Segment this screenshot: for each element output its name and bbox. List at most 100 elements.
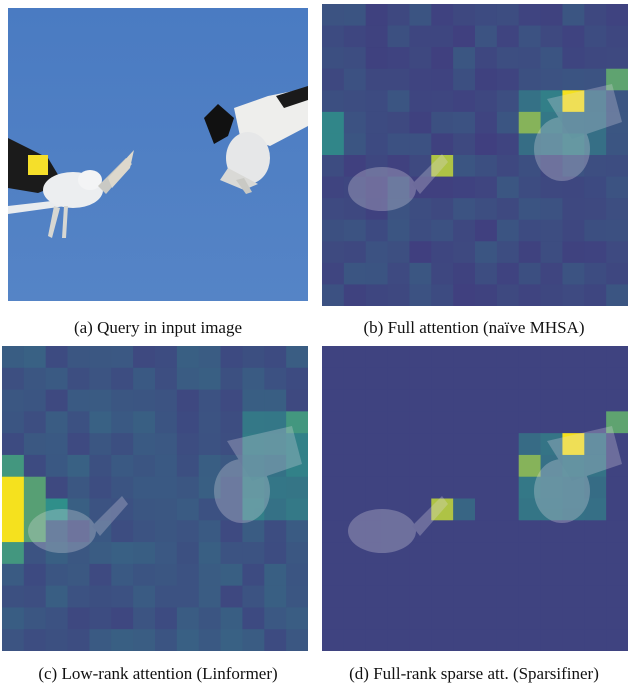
heatmap-cell xyxy=(322,433,345,456)
heatmap-cell xyxy=(475,476,498,500)
heatmap-cell xyxy=(584,498,607,521)
heatmap-cell xyxy=(89,346,112,369)
heatmap-cell xyxy=(365,585,389,609)
heatmap-cell xyxy=(23,389,47,412)
heatmap-cell xyxy=(111,454,134,478)
heatmap-cell xyxy=(343,262,367,286)
heatmap-cell xyxy=(387,389,411,412)
heatmap-cell xyxy=(453,367,476,391)
heatmap-cell xyxy=(475,4,498,27)
heatmap-cell xyxy=(409,68,432,91)
heatmap-cell xyxy=(584,4,607,27)
heatmap-cell xyxy=(496,241,520,264)
heatmap-cell xyxy=(23,498,47,521)
heatmap-cell xyxy=(322,176,345,199)
heatmap-cell xyxy=(67,629,91,651)
heatmap-cell xyxy=(322,47,345,70)
heatmap-cell xyxy=(518,241,542,264)
heatmap-cell xyxy=(45,367,69,391)
heatmap-cell xyxy=(409,241,432,264)
heatmap-cell xyxy=(496,346,520,369)
bird-overlay xyxy=(348,426,622,553)
heatmap-cell xyxy=(322,498,345,521)
heatmap-cell xyxy=(540,607,564,630)
heatmap-cell xyxy=(562,563,585,587)
heatmap-cell xyxy=(453,498,476,521)
heatmap-cell xyxy=(89,476,112,500)
heatmap-cell xyxy=(387,47,411,70)
heatmap-cell xyxy=(562,607,585,630)
heatmap-cell xyxy=(540,133,564,156)
heatmap-cell xyxy=(343,498,367,521)
heatmap-cell xyxy=(220,389,244,412)
heatmap-cell xyxy=(45,389,69,412)
heatmap-cell xyxy=(606,454,628,478)
heatmap-cell xyxy=(496,155,520,178)
heatmap-cell xyxy=(496,25,520,48)
heatmap-cell xyxy=(431,111,454,135)
heatmap-cell xyxy=(365,607,389,630)
heatmap-cell xyxy=(540,219,564,242)
heatmap-cell xyxy=(409,389,432,412)
heatmap-cell xyxy=(365,367,389,391)
heatmap-cell xyxy=(365,241,389,264)
heatmap-cell xyxy=(264,520,287,543)
bird-right xyxy=(204,86,308,194)
heatmap-cell xyxy=(409,219,432,242)
heatmap-cell xyxy=(475,607,498,630)
heatmap-cell xyxy=(540,90,564,113)
heatmap-cell xyxy=(2,433,25,456)
heatmap-cell xyxy=(606,241,628,264)
heatmap-cell xyxy=(155,346,178,369)
heatmap-cell xyxy=(562,542,585,565)
heatmap-cell xyxy=(431,585,454,609)
heatmap-cell xyxy=(111,367,134,391)
heatmap-cell xyxy=(562,219,585,242)
caption-a: (a) Query in input image xyxy=(73,318,243,337)
heatmap-cell xyxy=(409,585,432,609)
heatmap-cell xyxy=(584,90,607,113)
heatmap-cell xyxy=(453,47,476,70)
heatmap-cell xyxy=(431,133,454,156)
heatmap-cell xyxy=(220,607,244,630)
heatmap-cell xyxy=(322,284,345,306)
heatmap-cell xyxy=(540,454,564,478)
heatmap-cell xyxy=(343,346,367,369)
heatmap-cell xyxy=(322,262,345,286)
heatmap-cell xyxy=(322,111,345,135)
heatmap-cell xyxy=(518,4,542,27)
heatmap-cell xyxy=(518,90,542,113)
heatmap-cell xyxy=(387,563,411,587)
heatmap-cell xyxy=(475,219,498,242)
heatmap-cell xyxy=(518,542,542,565)
heatmap-cell xyxy=(242,367,265,391)
heatmap-cell xyxy=(343,111,367,135)
heatmap-cell xyxy=(431,542,454,565)
heatmap-cell xyxy=(409,346,432,369)
heatmap-cell xyxy=(562,389,585,412)
heatmap-cell xyxy=(606,498,628,521)
heatmap-cell xyxy=(606,563,628,587)
heatmap-cell xyxy=(475,262,498,286)
heatmap-cell xyxy=(133,389,156,412)
heatmap-cell xyxy=(155,411,178,434)
heatmap-cell xyxy=(496,284,520,306)
heatmap-cell xyxy=(23,476,47,500)
heatmap-cell xyxy=(365,262,389,286)
heatmap-cell xyxy=(343,90,367,113)
heatmap-cell xyxy=(242,476,265,500)
heatmap-cell xyxy=(540,433,564,456)
heatmap-cell xyxy=(365,389,389,412)
heatmap-cell xyxy=(518,68,542,91)
heatmap-cell xyxy=(365,433,389,456)
heatmap-cell xyxy=(475,133,498,156)
heatmap-cell xyxy=(540,520,564,543)
heatmap-cell xyxy=(365,47,389,70)
heatmap-cell xyxy=(584,262,607,286)
heatmap-cell xyxy=(220,411,244,434)
heatmap-cell xyxy=(540,262,564,286)
heatmap-cell xyxy=(562,367,585,391)
heatmap-cell xyxy=(2,542,25,565)
heatmap-cell xyxy=(155,563,178,587)
heatmap-cell xyxy=(67,367,91,391)
